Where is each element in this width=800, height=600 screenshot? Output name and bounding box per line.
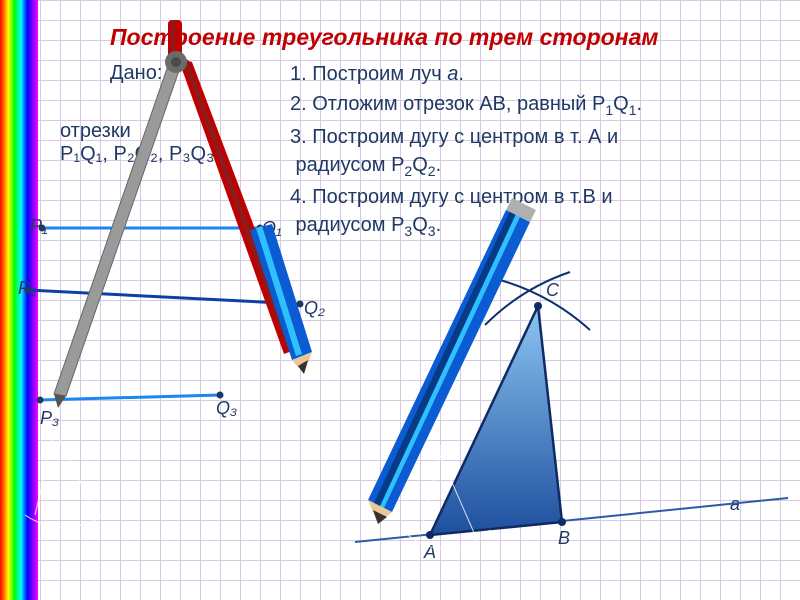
ray-a xyxy=(355,498,788,542)
point-A xyxy=(426,531,434,539)
point-C xyxy=(534,302,542,310)
compass-red xyxy=(54,20,312,408)
diagram-svg xyxy=(0,0,800,600)
arc-from-A xyxy=(500,280,590,330)
compass-sketch-left-icon xyxy=(25,430,110,527)
point-B xyxy=(558,518,566,526)
